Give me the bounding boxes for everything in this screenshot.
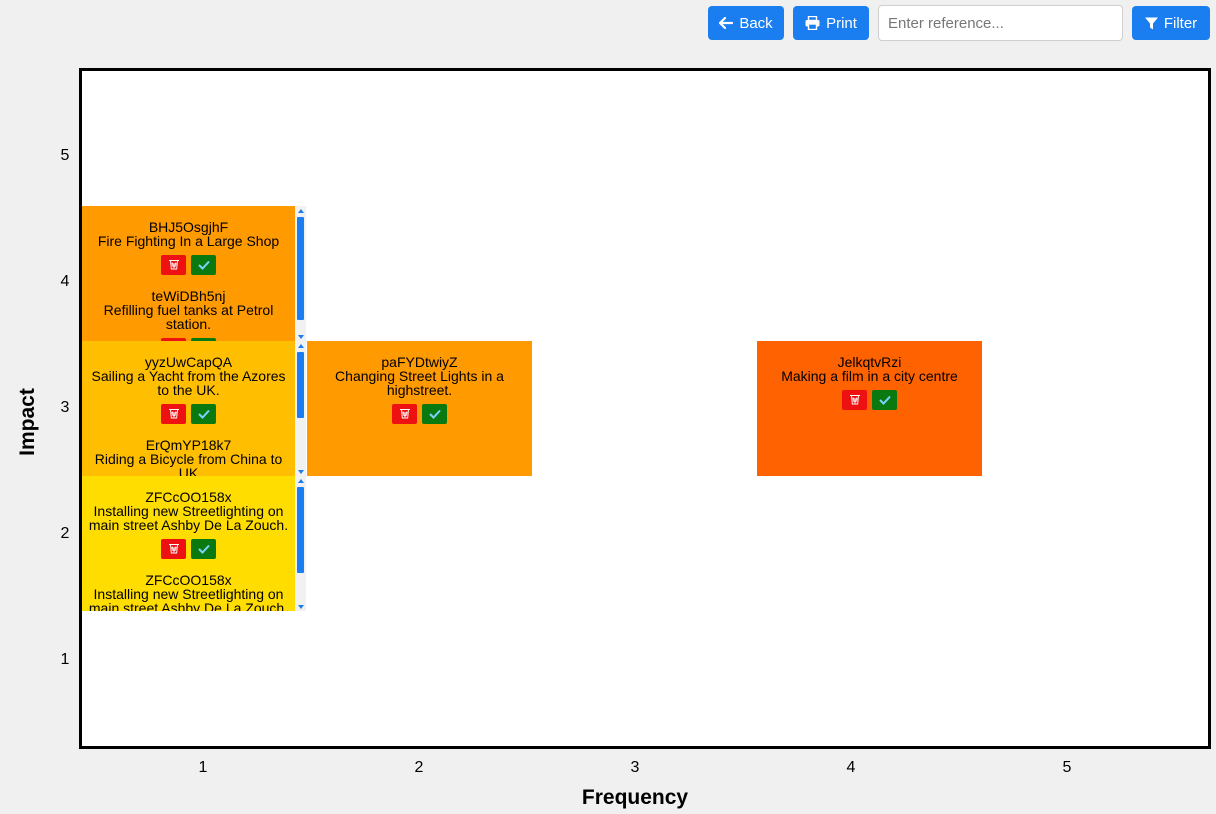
risk-reference: ZFCcOO158x: [145, 572, 232, 588]
y-tick-label: 2: [60, 525, 70, 542]
risk-description: Refilling fuel tanks at Petrol station.: [103, 302, 274, 332]
risk-reference: JelkqtvRzi: [837, 354, 902, 370]
delete-risk-button[interactable]: [842, 390, 867, 410]
confirm-risk-button[interactable]: [191, 539, 216, 559]
risk-description: Riding a Bicycle from China to UK: [94, 451, 283, 476]
wastebasket-icon: [399, 407, 411, 421]
risk-item: ZFCcOO158x Installing new Streetlighting…: [82, 490, 295, 559]
x-tick-label: 5: [1062, 759, 1072, 776]
scroll-up-arrow-icon[interactable]: [295, 476, 306, 485]
confirm-risk-button[interactable]: [872, 390, 897, 410]
cell-scrollbar[interactable]: [295, 206, 306, 341]
risk-description: Installing new Streetlighting on main st…: [88, 503, 289, 533]
y-tick-label: 5: [60, 147, 70, 164]
filter-button[interactable]: Filter: [1132, 6, 1210, 40]
delete-risk-button[interactable]: [161, 404, 186, 424]
scrollbar-thumb[interactable]: [297, 352, 304, 418]
confirm-risk-button[interactable]: [191, 404, 216, 424]
arrow-left-icon: [719, 17, 734, 29]
checkmark-icon: [878, 393, 891, 407]
checkmark-icon: [428, 407, 441, 421]
risk-item: JelkqtvRzi Making a film in a city centr…: [757, 355, 982, 410]
x-axis-title: Frequency: [581, 786, 689, 809]
risk-item: BHJ5OsgjhF Fire Fighting In a Large Shop: [82, 220, 295, 275]
scroll-down-arrow-icon[interactable]: [295, 467, 306, 476]
risk-reference: teWiDBh5nj: [151, 288, 226, 304]
cell-scrollbar[interactable]: [295, 476, 306, 611]
confirm-risk-button[interactable]: [191, 338, 216, 341]
risk-cell-f1-i4: BHJ5OsgjhF Fire Fighting In a Large Shop…: [82, 206, 306, 341]
filter-button-label: Filter: [1163, 14, 1198, 32]
risk-description: Making a film in a city centre: [781, 368, 958, 384]
risk-description: Installing new Streetlighting on main st…: [88, 586, 289, 611]
risk-reference: ZFCcOO158x: [145, 489, 232, 505]
x-tick-label: 2: [414, 759, 424, 776]
funnel-icon: [1144, 17, 1158, 30]
print-button[interactable]: Print: [793, 6, 869, 40]
risk-reference: BHJ5OsgjhF: [148, 219, 229, 235]
delete-risk-button[interactable]: [161, 539, 186, 559]
wastebasket-icon: [849, 393, 861, 407]
risk-item: ErQmYP18k7 Riding a Bicycle from China t…: [82, 438, 295, 476]
risk-reference: ErQmYP18k7: [145, 437, 232, 453]
scroll-up-arrow-icon[interactable]: [295, 341, 306, 350]
checkmark-icon: [197, 542, 210, 556]
print-button-label: Print: [826, 14, 857, 32]
risk-description: Sailing a Yacht from the Azores to the U…: [91, 368, 286, 398]
risk-cell-f4-i3: JelkqtvRzi Making a film in a city centr…: [757, 341, 982, 476]
risk-description: Changing Street Lights in a highstreet.: [335, 368, 504, 398]
x-tick-label: 3: [630, 759, 640, 776]
risk-reference: paFYDtwiyZ: [381, 354, 458, 370]
wastebasket-icon: [168, 542, 180, 556]
printer-icon: [805, 16, 820, 30]
back-button-label: Back: [739, 14, 773, 32]
scrollbar-thumb[interactable]: [297, 217, 304, 320]
checkmark-icon: [197, 407, 210, 421]
risk-description: Fire Fighting In a Large Shop: [97, 233, 280, 249]
delete-risk-button[interactable]: [161, 338, 186, 341]
risk-cell-f2-i3: paFYDtwiyZ Changing Street Lights in a h…: [307, 341, 532, 476]
cell-scrollbar[interactable]: [295, 341, 306, 476]
toolbar: Back Print Filter: [0, 0, 1216, 46]
risk-cell-f1-i2: ZFCcOO158x Installing new Streetlighting…: [82, 476, 306, 611]
risk-item: yyzUwCapQA Sailing a Yacht from the Azor…: [82, 355, 295, 424]
delete-risk-button[interactable]: [392, 404, 417, 424]
risk-item: paFYDtwiyZ Changing Street Lights in a h…: [307, 355, 532, 424]
confirm-risk-button[interactable]: [191, 255, 216, 275]
scroll-down-arrow-icon[interactable]: [295, 332, 306, 341]
x-tick-label: 1: [198, 759, 208, 776]
x-tick-label: 4: [846, 759, 856, 776]
risk-reference: yyzUwCapQA: [144, 354, 233, 370]
y-tick-label: 4: [60, 273, 70, 290]
y-tick-label: 1: [60, 651, 70, 668]
y-tick-label: 3: [60, 399, 70, 416]
wastebasket-icon: [168, 258, 180, 272]
risk-item: ZFCcOO158x Installing new Streetlighting…: [82, 573, 295, 611]
checkmark-icon: [197, 258, 210, 272]
scrollbar-thumb[interactable]: [297, 487, 304, 573]
scroll-down-arrow-icon[interactable]: [295, 602, 306, 611]
risk-item: teWiDBh5nj Refilling fuel tanks at Petro…: [82, 289, 295, 341]
y-axis-title: Impact: [16, 388, 39, 456]
wastebasket-icon: [168, 407, 180, 421]
confirm-risk-button[interactable]: [422, 404, 447, 424]
scroll-up-arrow-icon[interactable]: [295, 206, 306, 215]
delete-risk-button[interactable]: [161, 255, 186, 275]
risk-cell-f1-i3: yyzUwCapQA Sailing a Yacht from the Azor…: [82, 341, 306, 476]
back-button[interactable]: Back: [708, 6, 784, 40]
reference-search-input[interactable]: [878, 5, 1123, 41]
